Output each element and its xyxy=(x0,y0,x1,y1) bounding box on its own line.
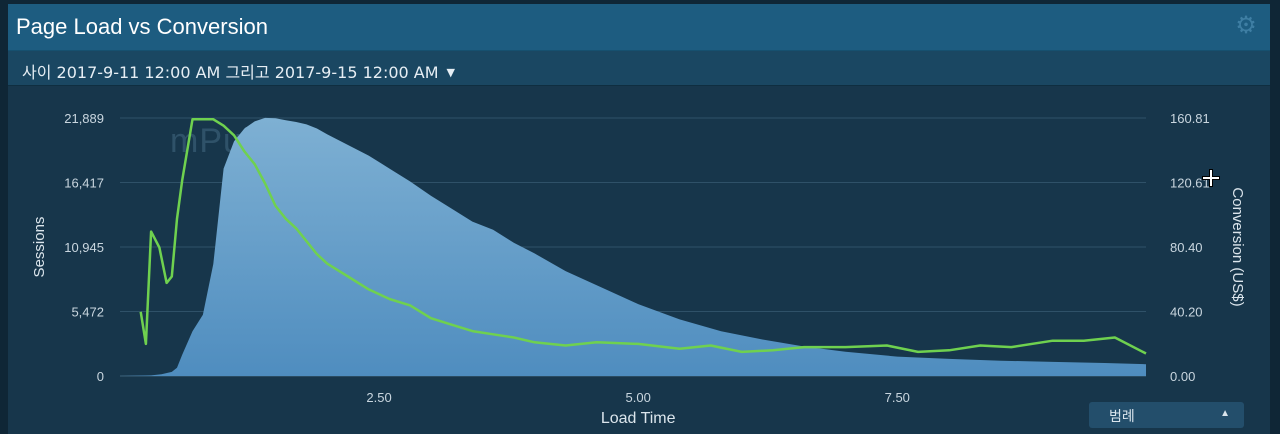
date-range-label: 사이 2017-9-11 12:00 AM 그리고 2017-9-15 12:0… xyxy=(22,63,439,82)
y-right-tick-label: 80.40 xyxy=(1170,240,1203,255)
x-axis-title: Load Time xyxy=(601,410,676,427)
y-right-axis-title: Conversion (US$) xyxy=(1229,187,1246,306)
widget-titlebar: Page Load vs Conversion ⚙ xyxy=(8,4,1270,51)
conversion-line-series xyxy=(139,118,1147,355)
legend-toggle-button[interactable]: 범례 ▲ xyxy=(1089,402,1244,428)
y-right-tick-label: 40.20 xyxy=(1170,305,1203,320)
y-left-axis-title: Sessions xyxy=(31,217,48,278)
x-tick-label: 7.50 xyxy=(885,390,910,405)
sessions-area-series xyxy=(120,117,1146,377)
legend-button-label: 범례 xyxy=(1109,409,1135,425)
y-right-tick-label: 0.00 xyxy=(1170,369,1195,384)
widget-title: Page Load vs Conversion xyxy=(16,14,268,39)
date-range-bar: 사이 2017-9-11 12:00 AM 그리고 2017-9-15 12:0… xyxy=(8,51,1270,86)
y-left-tick-label: 10,945 xyxy=(64,240,104,255)
y-left-tick-label: 16,417 xyxy=(64,175,104,190)
y-left-tick-label: 5,472 xyxy=(71,305,104,320)
y-left-tick-label: 21,889 xyxy=(64,111,104,126)
crosshair-cursor-icon xyxy=(1203,170,1219,186)
y-right-tick-label: 160.81 xyxy=(1170,111,1210,126)
y-left-tick-label: 0 xyxy=(97,369,104,384)
chevron-down-icon: ▼ xyxy=(446,66,455,79)
x-tick-label: 5.00 xyxy=(626,390,651,405)
x-tick-label: 2.50 xyxy=(366,390,391,405)
y-right-tick-label: 120.61 xyxy=(1170,175,1210,190)
chevron-up-icon: ▲ xyxy=(1220,408,1230,419)
gear-icon[interactable]: ⚙ xyxy=(1235,12,1257,39)
page-load-conversion-chart: 0 5,472 10,945 16,417 21,889 0.00 40.20 80.40 12… xyxy=(31,111,1246,427)
date-range-selector[interactable]: 사이 2017-9-11 12:00 AM 그리고 2017-9-15 12:0… xyxy=(22,59,455,83)
